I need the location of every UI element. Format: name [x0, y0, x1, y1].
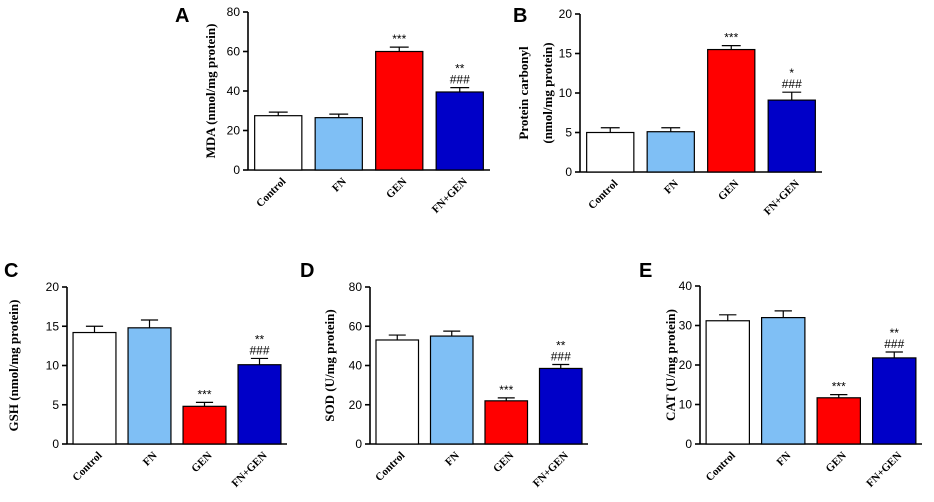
- bar-control: [375, 339, 420, 445]
- x-tick-label: FN+GEN: [531, 450, 571, 490]
- x-tick-label: FN: [330, 176, 349, 195]
- y-tick-label: 0: [355, 437, 362, 451]
- x-tick-label: GEN: [189, 450, 214, 475]
- y-tick-label: 15: [559, 47, 573, 61]
- y-tick-label: 10: [679, 398, 693, 412]
- y-axis-label: Protein carbonyl: [516, 46, 531, 140]
- y-tick-label: 5: [52, 398, 59, 412]
- bar-fn: [314, 117, 363, 171]
- y-tick-label: 20: [349, 398, 363, 412]
- bar-fn-gen: [538, 367, 583, 445]
- significance-label: ###: [450, 73, 470, 87]
- y-tick-label: 20: [559, 7, 573, 21]
- bar-fn-gen: [872, 357, 917, 445]
- y-tick-label: 30: [679, 319, 693, 333]
- significance-label: ###: [782, 77, 802, 91]
- y-axis-label: (nmol/mg protein): [540, 42, 555, 143]
- y-tick-label: 0: [565, 165, 572, 179]
- bar-gen: [707, 48, 756, 173]
- significance-label: ###: [249, 343, 269, 357]
- bar-fn-gen: [767, 99, 816, 173]
- x-tick-label: Control: [704, 450, 738, 484]
- x-tick-label: GEN: [384, 176, 409, 201]
- x-tick-label: FN: [775, 450, 794, 469]
- x-tick-label: GEN: [824, 450, 849, 475]
- y-tick-label: 80: [349, 280, 363, 294]
- significance-label: ***: [392, 32, 406, 46]
- y-tick-label: 60: [349, 319, 363, 333]
- y-axis-label: CAT (U/mg protein): [663, 309, 678, 421]
- x-tick-label: Control: [254, 176, 288, 210]
- panel-letter: C: [4, 260, 18, 282]
- significance-label: *: [789, 66, 794, 80]
- y-axis-label: GSH (nmol/mg protein): [6, 300, 21, 432]
- y-tick-label: 20: [679, 358, 693, 372]
- significance-label: ###: [551, 350, 571, 364]
- significance-label: ***: [197, 387, 211, 401]
- y-tick-label: 40: [679, 279, 693, 293]
- significance-label: **: [556, 339, 566, 353]
- panel-B: B 0 5 10 15 20 Protein carbonyl (nmol/mg protei…: [513, 5, 822, 218]
- bar-gen: [182, 405, 227, 445]
- y-tick-label: 40: [227, 84, 241, 98]
- x-tick-label: GEN: [491, 450, 516, 475]
- x-tick-label: FN+GEN: [229, 450, 269, 490]
- panel-A: A 0 20 40 60 80 MDA (nmol/mg protein) Control FN…: [175, 5, 490, 216]
- bar-fn-gen: [237, 364, 282, 445]
- bar-fn-gen: [435, 91, 484, 171]
- bar-fn: [646, 131, 695, 173]
- y-tick-label: 40: [349, 359, 363, 373]
- panel-C: C 0 5 10 15 20 GSH (nmol/mg protein) Control FN *…: [4, 260, 287, 490]
- bar-gen: [484, 400, 529, 445]
- panel-letter: E: [639, 260, 652, 282]
- significance-label: ***: [832, 380, 846, 394]
- y-tick-label: 5: [565, 126, 572, 140]
- panel-letter: B: [513, 5, 527, 27]
- significance-label: ***: [724, 31, 738, 45]
- x-tick-label: FN+GEN: [762, 178, 802, 218]
- x-tick-label: Control: [586, 178, 620, 212]
- y-tick-label: 0: [52, 437, 59, 451]
- y-tick-label: 10: [46, 359, 60, 373]
- panel-letter: D: [300, 260, 314, 282]
- bar-control: [586, 131, 635, 173]
- significance-label: ***: [499, 383, 513, 397]
- bar-control: [72, 331, 117, 445]
- y-tick-label: 60: [227, 45, 241, 59]
- x-tick-label: Control: [70, 450, 104, 484]
- bar-fn: [761, 317, 806, 445]
- bar-fn: [429, 335, 474, 445]
- y-tick-label: 15: [46, 319, 60, 333]
- bar-fn: [127, 327, 172, 445]
- y-axis-label: SOD (U/mg protein): [322, 309, 337, 421]
- y-tick-label: 20: [227, 124, 241, 138]
- bar-control: [705, 320, 750, 445]
- x-tick-label: GEN: [716, 178, 741, 203]
- bar-gen: [375, 50, 424, 171]
- significance-label: **: [455, 62, 465, 76]
- x-tick-label: FN+GEN: [864, 450, 904, 490]
- bar-gen: [816, 397, 861, 445]
- y-tick-label: 80: [227, 5, 241, 19]
- y-tick-label: 0: [233, 163, 240, 177]
- x-tick-label: FN: [141, 450, 160, 469]
- x-tick-label: FN: [443, 450, 462, 469]
- bar-control: [254, 115, 303, 171]
- y-tick-label: 20: [46, 280, 60, 294]
- significance-label: ###: [884, 337, 904, 351]
- y-tick-label: 0: [685, 437, 692, 451]
- panel-letter: A: [175, 5, 189, 27]
- x-tick-label: Control: [373, 450, 407, 484]
- x-tick-label: FN+GEN: [430, 176, 470, 216]
- y-tick-label: 10: [559, 86, 573, 100]
- x-tick-label: FN: [662, 178, 681, 197]
- y-axis-label: MDA (nmol/mg protein): [203, 24, 218, 159]
- significance-label: **: [890, 326, 900, 340]
- significance-label: **: [255, 332, 265, 346]
